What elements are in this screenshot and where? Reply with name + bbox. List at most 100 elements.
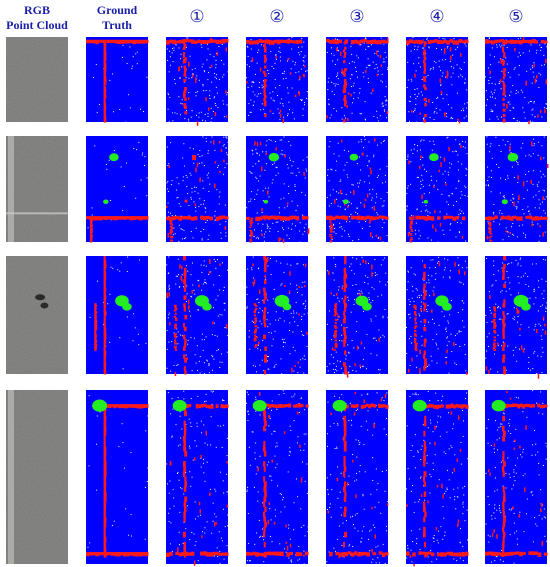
- speckle: [532, 170, 534, 172]
- speckle: [410, 149, 412, 151]
- crack-segment: [103, 259, 107, 265]
- crack-segment: [343, 446, 347, 452]
- crack-segment: [254, 345, 257, 348]
- speckle: [438, 37, 440, 39]
- speckle: [449, 497, 451, 499]
- speckle: [188, 204, 190, 206]
- speckle: [356, 163, 358, 165]
- speckle: [351, 112, 353, 114]
- speckle: [383, 139, 385, 141]
- speckle: [226, 473, 228, 475]
- crack-fragment: [341, 286, 343, 290]
- speckle: [500, 177, 502, 179]
- speckle: [266, 140, 268, 142]
- crack-segment: [110, 404, 114, 408]
- speckle: [219, 361, 221, 363]
- speckle: [274, 365, 276, 367]
- speckle: [516, 360, 518, 362]
- speckle: [119, 270, 121, 272]
- speckle: [503, 413, 505, 415]
- speckle: [507, 102, 509, 104]
- crack-segment: [519, 40, 523, 45]
- speckle: [464, 141, 466, 143]
- crack-segment: [174, 323, 177, 326]
- crack-segment: [353, 551, 358, 556]
- crack-segment: [103, 54, 107, 58]
- speckle: [416, 355, 418, 357]
- speckle: [380, 142, 382, 144]
- speckle: [417, 46, 419, 48]
- speckle: [383, 205, 385, 207]
- speckle: [348, 150, 350, 152]
- speckle: [267, 326, 269, 328]
- speckle: [359, 87, 361, 89]
- patch-region: [507, 152, 519, 162]
- crack-fragment: [213, 140, 215, 145]
- speckle: [263, 236, 265, 238]
- speckle: [544, 231, 546, 233]
- speckle: [279, 60, 281, 62]
- speckle: [435, 342, 437, 344]
- crack-segment: [263, 410, 267, 417]
- speckle: [383, 109, 385, 111]
- speckle: [189, 147, 191, 149]
- speckle: [292, 331, 294, 333]
- speckle: [387, 68, 389, 70]
- crack-fragment: [253, 279, 256, 285]
- speckle: [485, 104, 487, 106]
- speckle: [329, 363, 331, 365]
- speckle: [176, 472, 178, 474]
- crack-segment: [410, 217, 413, 219]
- crack-segment: [254, 328, 258, 331]
- speckle: [369, 64, 371, 66]
- speckle: [350, 203, 352, 205]
- speckle: [355, 472, 357, 474]
- crack-segment: [423, 60, 426, 64]
- speckle: [383, 400, 385, 402]
- crack-fragment: [443, 157, 446, 162]
- speckle: [334, 550, 336, 552]
- speckle: [416, 289, 418, 291]
- crack-segment: [460, 404, 464, 409]
- speckle: [526, 513, 528, 515]
- speckle: [185, 423, 187, 425]
- crack-fragment: [420, 494, 423, 497]
- speckle: [458, 76, 460, 78]
- speckle: [223, 492, 225, 494]
- crack-fragment: [516, 307, 518, 311]
- speckle: [425, 282, 427, 284]
- crack-segment: [422, 287, 426, 292]
- speckle: [305, 168, 307, 170]
- speckle: [451, 66, 453, 68]
- crack-segment: [89, 228, 93, 231]
- speckle: [446, 431, 448, 433]
- speckle: [446, 94, 448, 96]
- speckle: [269, 230, 271, 232]
- crack-segment: [103, 334, 107, 340]
- speckle: [455, 187, 457, 189]
- speckle: [289, 283, 291, 285]
- crack-fragment: [464, 271, 466, 276]
- speckle: [355, 67, 357, 69]
- crack-segment: [249, 226, 252, 228]
- speckle: [96, 489, 98, 491]
- crack-segment: [350, 215, 355, 220]
- crack-fragment: [179, 264, 181, 269]
- crack-fragment: [411, 357, 413, 362]
- speckle: [522, 448, 524, 450]
- crack-segment: [342, 318, 346, 324]
- crack-segment: [543, 40, 548, 44]
- speckle: [359, 263, 361, 265]
- speckle: [499, 81, 501, 83]
- speckle: [367, 165, 369, 167]
- speckle: [538, 412, 540, 414]
- crack-segment: [103, 531, 106, 538]
- speckle: [288, 292, 290, 294]
- speckle: [384, 490, 386, 492]
- speckle: [289, 159, 291, 161]
- speckle: [268, 332, 270, 334]
- crack-fragment: [366, 193, 369, 198]
- crack-segment: [263, 415, 267, 422]
- speckle: [413, 148, 415, 150]
- speckle: [375, 202, 377, 204]
